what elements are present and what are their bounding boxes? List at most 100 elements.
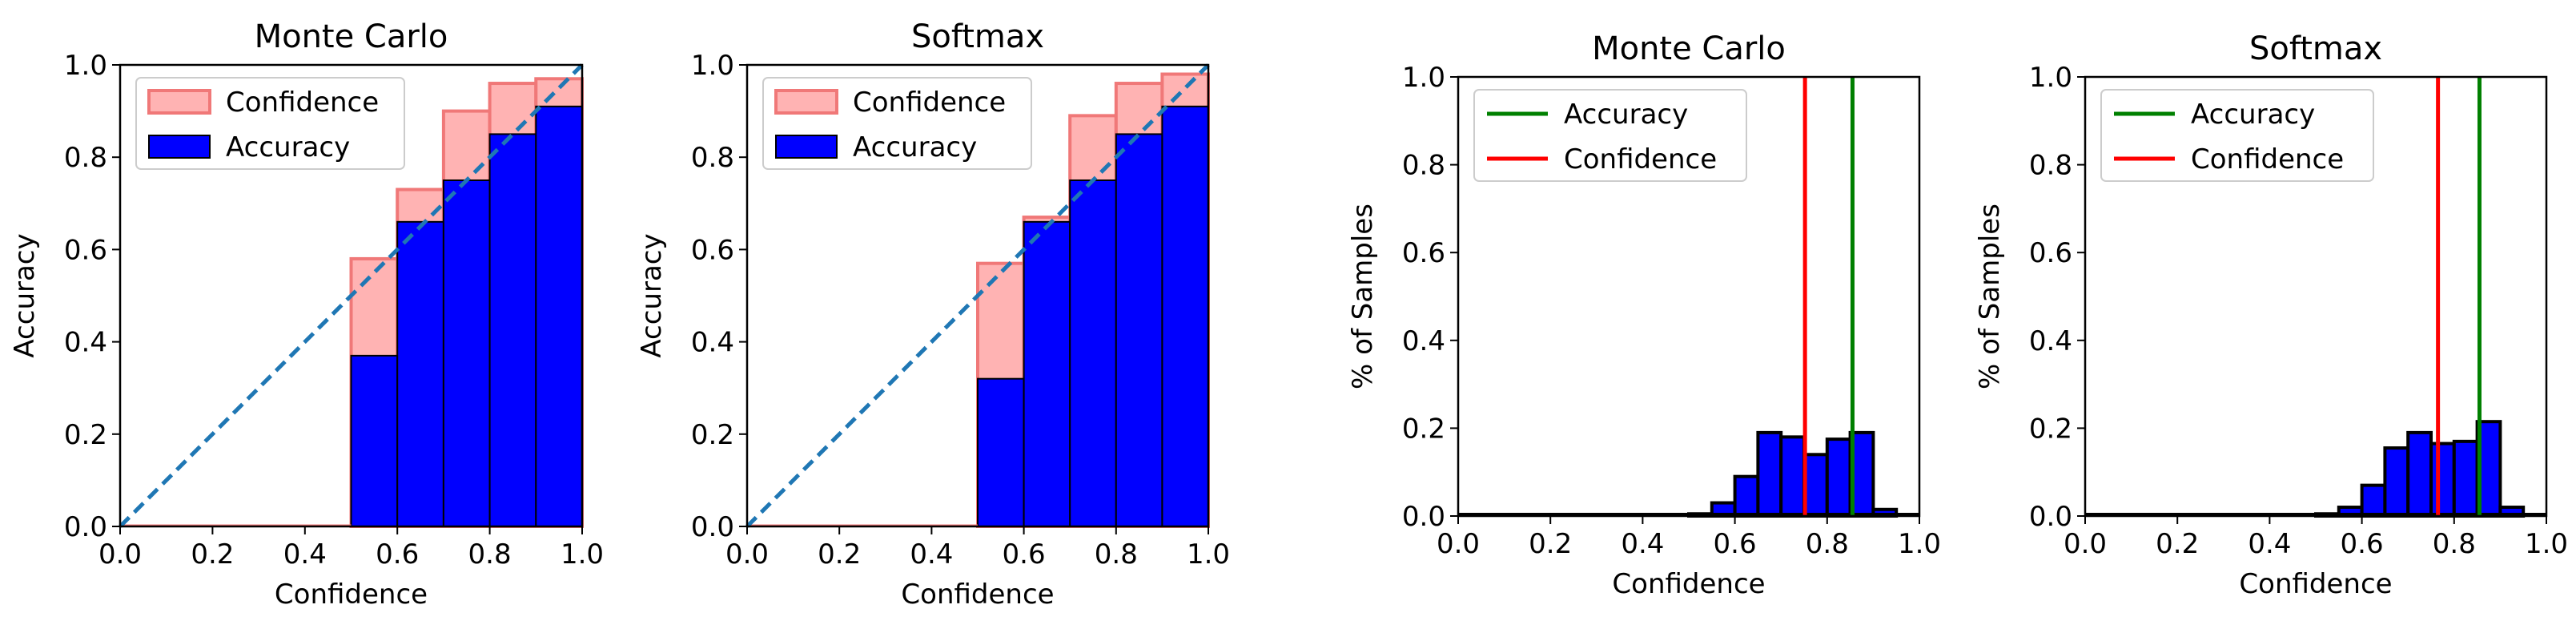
x-tick-label: 0.8: [2433, 528, 2476, 560]
y-tick-label: 0.6: [1402, 237, 1445, 269]
accuracy-bar: [442, 179, 491, 527]
y-tick-label: 0.2: [691, 419, 734, 451]
chart-title: Monte Carlo: [255, 18, 448, 55]
legend-swatch-confidence: [147, 89, 211, 115]
legend-label: Confidence: [853, 87, 1006, 119]
x-tick-label: 1.0: [1898, 528, 1941, 560]
x-tick-label: 0.0: [725, 538, 769, 571]
legend-label: Accuracy: [2191, 99, 2315, 131]
histogram-bar: [2406, 430, 2433, 518]
y-tick-label: 0.6: [2029, 237, 2072, 269]
x-tick-label: 0.4: [1621, 528, 1664, 560]
y-axis-label: Accuracy: [636, 233, 668, 357]
x-tick-label: 0.8: [1095, 538, 1138, 571]
accuracy-bar: [1023, 220, 1071, 527]
x-tick-label: 0.2: [1529, 528, 1572, 560]
legend-swatch-accuracy: [775, 135, 838, 159]
x-tick-label: 0.0: [1437, 528, 1480, 560]
histogram-bar: [1802, 453, 1829, 518]
axes-frame: [2084, 75, 2548, 518]
x-tick-label: 0.0: [98, 538, 142, 571]
y-tick-label: 0.2: [64, 419, 107, 451]
panel-1: 0.0 0.2 0.4 0.6 0.8 1.0 0.0 0.2 0.4 0.6 0.8 1.0 Mont…: [9, 18, 604, 611]
legend-label: Accuracy: [853, 131, 977, 163]
x-tick-label: 0.4: [910, 538, 953, 571]
x-tick-label: 0.2: [191, 538, 234, 571]
legend-label: Confidence: [2191, 143, 2344, 175]
accuracy-bar: [488, 133, 537, 527]
y-tick-label: 0.6: [691, 234, 734, 266]
legend-swatch-accuracy: [148, 135, 211, 159]
axes-frame: [1457, 75, 1921, 518]
x-tick-label: 1.0: [1187, 538, 1230, 571]
x-tick-label: 0.2: [2156, 528, 2199, 560]
accuracy-bar: [396, 220, 444, 527]
chart-title: Softmax: [911, 18, 1044, 55]
x-tick-label: 0.2: [818, 538, 861, 571]
histogram-bar: [1825, 437, 1852, 518]
y-tick-label: 0.4: [2029, 325, 2072, 357]
legend-label: Accuracy: [226, 131, 350, 163]
x-tick-label: 0.6: [1003, 538, 1046, 571]
y-tick-label: 0.4: [64, 327, 107, 359]
accuracy-bar: [977, 377, 1025, 527]
x-axis-label: Confidence: [901, 579, 1054, 611]
histogram-bar: [2429, 442, 2456, 518]
histogram-bar: [2360, 483, 2387, 518]
x-tick-label: 0.8: [468, 538, 512, 571]
axes-frame: [745, 63, 1210, 528]
chart-title: Monte Carlo: [1592, 30, 1786, 67]
histogram-bar: [2452, 439, 2479, 518]
y-tick-label: 0.2: [2029, 413, 2072, 445]
x-tick-label: 0.4: [2248, 528, 2291, 560]
perfect-calibration-line: [119, 63, 584, 528]
panel-2: 0.0 0.2 0.4 0.6 0.8 1.0 0.0 0.2 0.4 0.6 0.8 1.0 Soft…: [636, 18, 1230, 611]
x-tick-label: 0.0: [2064, 528, 2107, 560]
legend-label: Confidence: [226, 87, 379, 119]
y-tick-label: 1.0: [691, 50, 734, 82]
x-tick-label: 1.0: [2525, 528, 2568, 560]
legend-label: Confidence: [1564, 143, 1717, 175]
histogram-bar: [1756, 430, 1783, 518]
axes-frame: [119, 63, 584, 528]
legend-label: Accuracy: [1564, 99, 1688, 131]
x-tick-label: 0.6: [376, 538, 419, 571]
y-axis-label: % of Samples: [1347, 204, 1379, 389]
histogram-bar: [1733, 474, 1760, 518]
accuracy-bar: [535, 105, 583, 527]
x-tick-label: 0.6: [1714, 528, 1757, 560]
accuracy-bar: [350, 354, 399, 527]
x-axis-label: Confidence: [1612, 568, 1765, 600]
x-axis-label: Confidence: [2239, 568, 2392, 600]
panel-4: 0.0 0.2 0.4 0.6 0.8 1.0 0.0 0.2 0.4 0.6 0.8 1.0 Soft…: [1974, 30, 2568, 600]
perfect-calibration-line: [745, 63, 1210, 528]
y-tick-label: 1.0: [2029, 62, 2072, 94]
y-tick-label: 0.0: [64, 511, 107, 543]
y-tick-label: 0.0: [2029, 501, 2072, 533]
x-tick-label: 0.4: [283, 538, 327, 571]
x-tick-label: 0.8: [1806, 528, 1849, 560]
y-tick-label: 0.4: [691, 327, 734, 359]
accuracy-bar: [1161, 105, 1210, 527]
histogram-bar: [2383, 446, 2410, 518]
legend-swatch-confidence: [774, 89, 838, 115]
y-tick-label: 0.8: [1402, 150, 1445, 182]
y-tick-label: 0.4: [1402, 325, 1445, 357]
y-tick-label: 0.6: [64, 234, 107, 266]
x-tick-label: 0.6: [2341, 528, 2384, 560]
y-axis-label: Accuracy: [9, 233, 41, 357]
histogram-bar: [1779, 435, 1806, 518]
y-tick-label: 0.2: [1402, 413, 1445, 445]
x-tick-label: 1.0: [561, 538, 604, 571]
y-tick-label: 0.0: [1402, 501, 1445, 533]
y-axis-label: % of Samples: [1974, 204, 2006, 389]
accuracy-bar: [1069, 179, 1117, 527]
y-tick-label: 0.8: [2029, 150, 2072, 182]
panel-3: 0.0 0.2 0.4 0.6 0.8 1.0 0.0 0.2 0.4 0.6 0.8 1.0 Mont…: [1347, 30, 1941, 600]
chart-title: Softmax: [2249, 30, 2382, 67]
y-tick-label: 0.8: [64, 142, 107, 174]
accuracy-bar: [1115, 133, 1163, 527]
y-tick-label: 0.0: [691, 511, 734, 543]
y-tick-label: 1.0: [1402, 62, 1445, 94]
